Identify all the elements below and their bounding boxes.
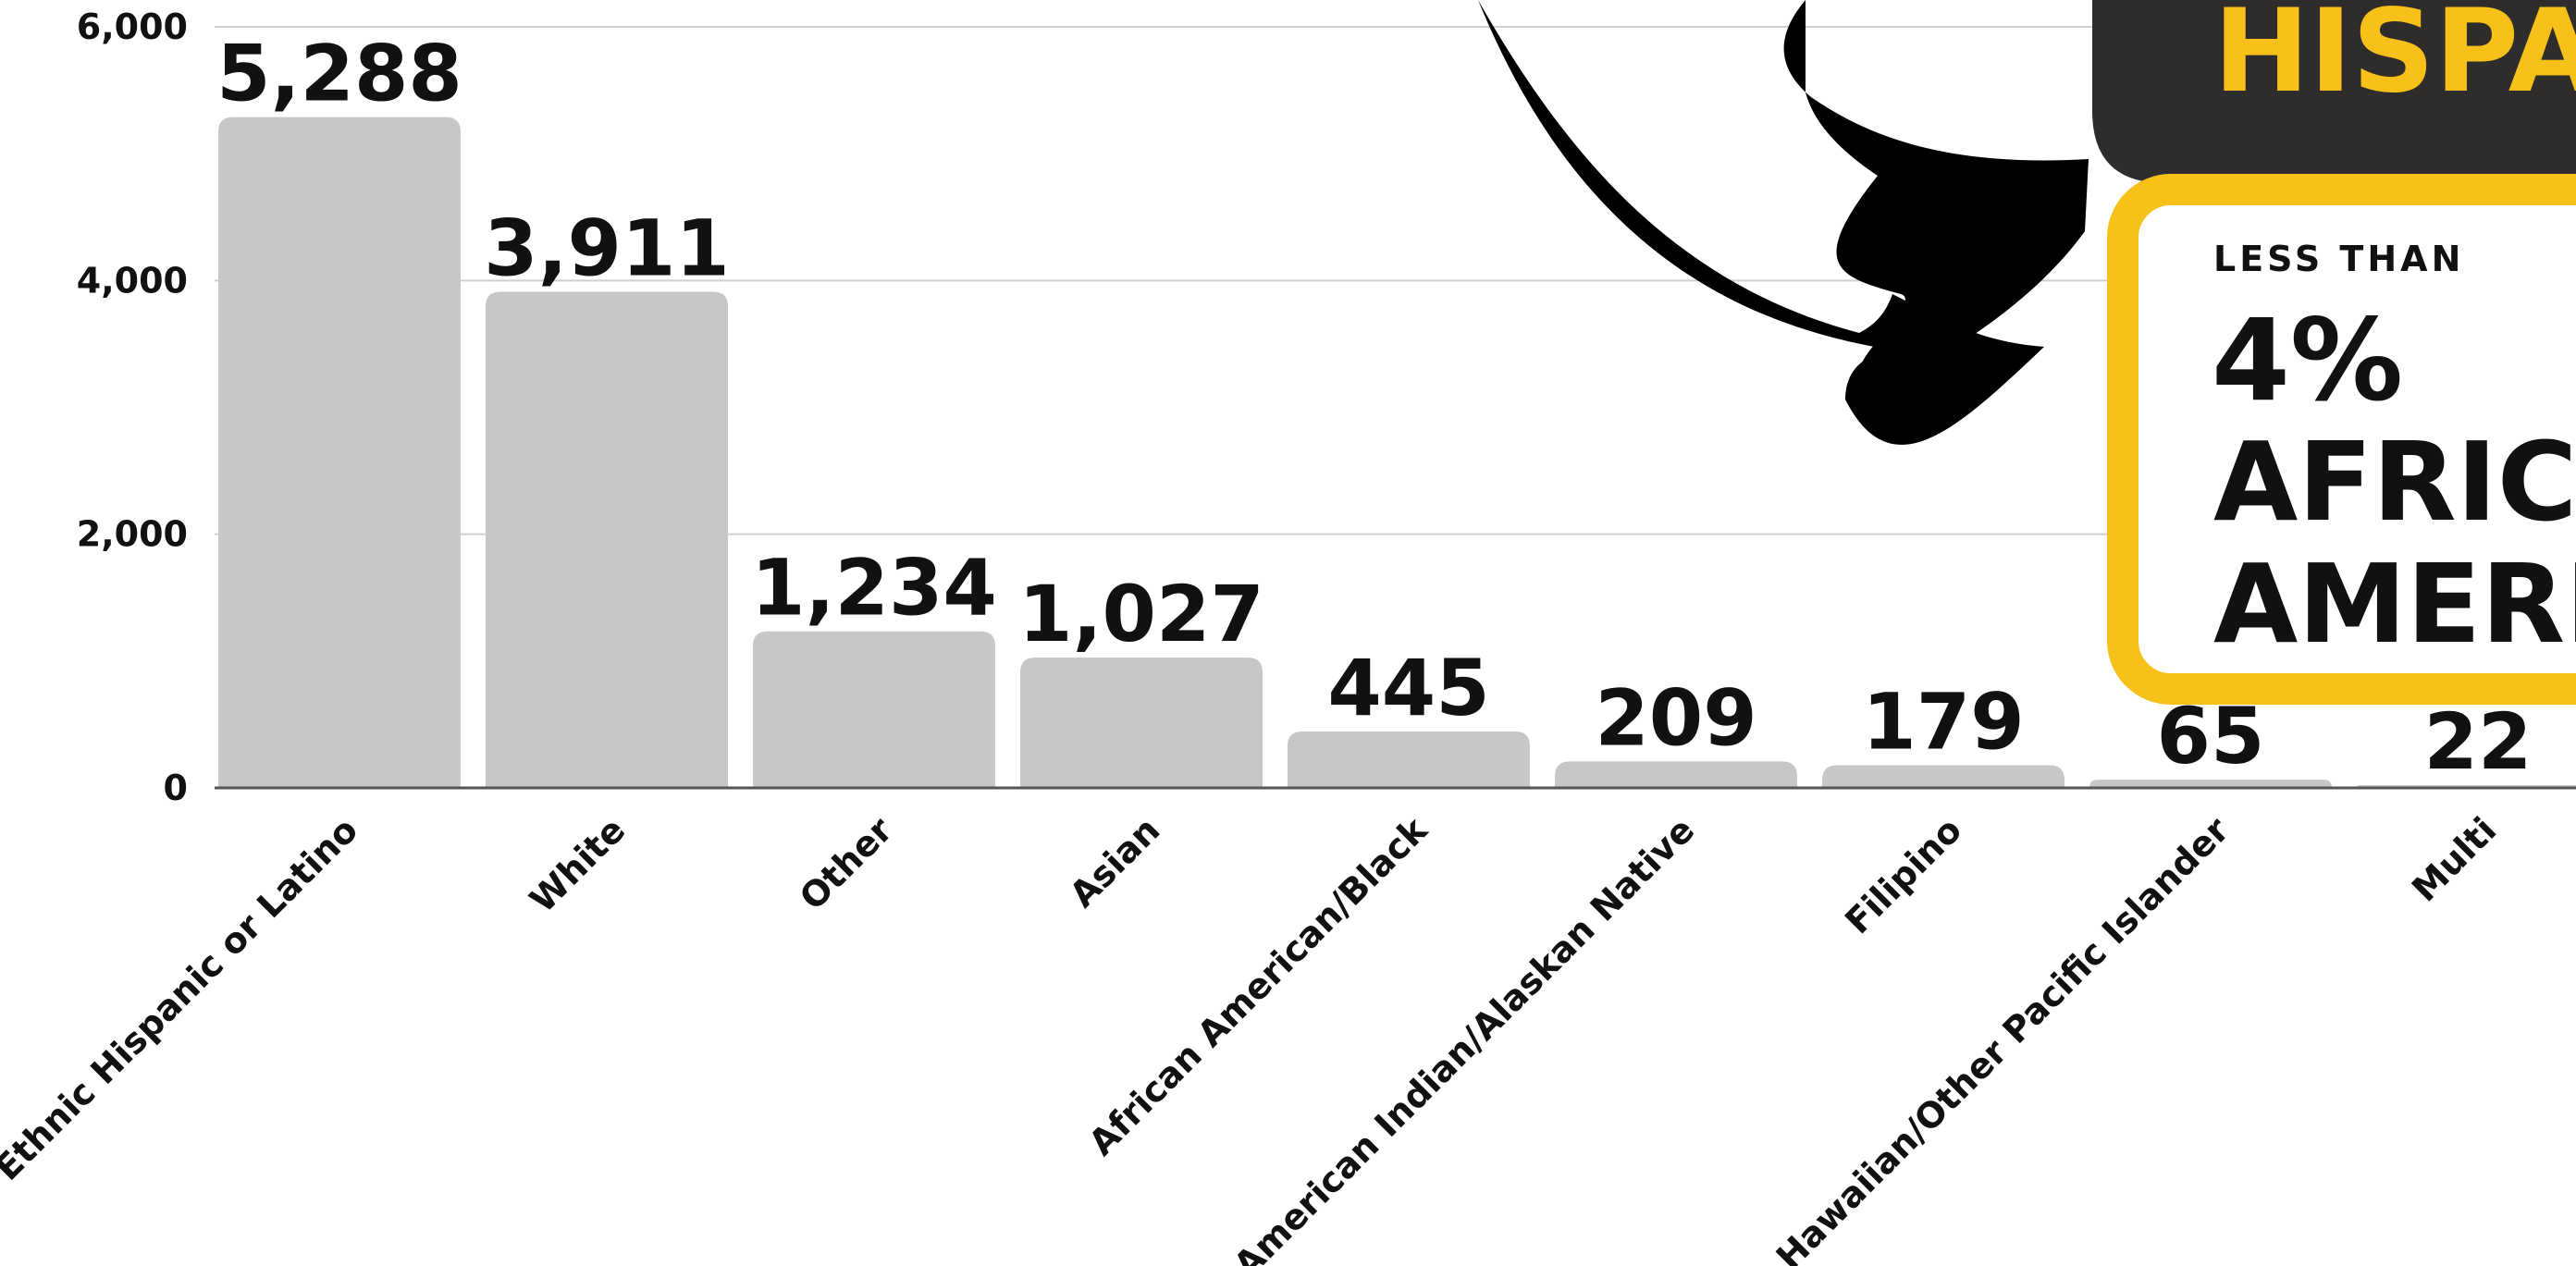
- bar: [218, 117, 461, 789]
- bar: [2089, 780, 2332, 788]
- callout-percent-text: 4%: [2212, 295, 2403, 426]
- value-label: 22: [2424, 696, 2533, 787]
- x-tick-label: Hawaiian/Other Pacific Islander: [1769, 809, 2237, 1266]
- arrow-head: [1783, 0, 2089, 399]
- african-american-callout-box: [2107, 174, 2576, 705]
- callout-line-2: AMERIC: [2213, 540, 2576, 668]
- x-tick-label: Ethnic Hispanic or Latino: [0, 809, 365, 1188]
- x-tick-label: Multi: [2404, 809, 2504, 909]
- hispanic-callout-box: [2092, 0, 2576, 183]
- hispanic-callout-text: HISPA: [2213, 0, 2576, 118]
- y-axis-ticks: 0 2,000 4,000 6,000: [77, 6, 188, 808]
- value-label: 445: [1327, 643, 1489, 733]
- value-label: 1,027: [1018, 569, 1264, 659]
- curved-arrow-icon: [1478, 0, 2089, 445]
- bar: [1822, 765, 2064, 788]
- value-label: 1,234: [751, 543, 997, 633]
- bar: [1020, 658, 1263, 788]
- bar: [1288, 731, 1530, 788]
- bars: [218, 117, 2576, 789]
- value-label: 65: [2157, 691, 2265, 781]
- x-tick-label: Other: [792, 809, 901, 918]
- x-axis-labels: Ethnic Hispanic or Latino White Other Asian…: [0, 809, 2504, 1266]
- x-tick-label: Filipino: [1837, 809, 1969, 941]
- callout-eyebrow-text: LESS THAN: [2213, 239, 2464, 279]
- x-tick-label: American Indian/Alaskan Native: [1226, 809, 1703, 1266]
- value-label: 3,911: [484, 203, 730, 294]
- value-label: 179: [1862, 676, 2024, 767]
- bar: [753, 631, 995, 788]
- y-tick-label: 0: [164, 768, 188, 808]
- x-tick-label: Asian: [1062, 809, 1167, 915]
- bar: [486, 291, 728, 789]
- value-label: 209: [1595, 672, 1756, 763]
- value-label: 5,288: [216, 29, 462, 119]
- y-tick-label: 2,000: [77, 514, 188, 555]
- bar: [1555, 761, 1797, 788]
- x-tick-label: White: [522, 809, 633, 920]
- hispanic-callout: HISPA: [2092, 0, 2576, 183]
- y-tick-label: 6,000: [77, 6, 188, 47]
- y-tick-label: 4,000: [77, 260, 188, 301]
